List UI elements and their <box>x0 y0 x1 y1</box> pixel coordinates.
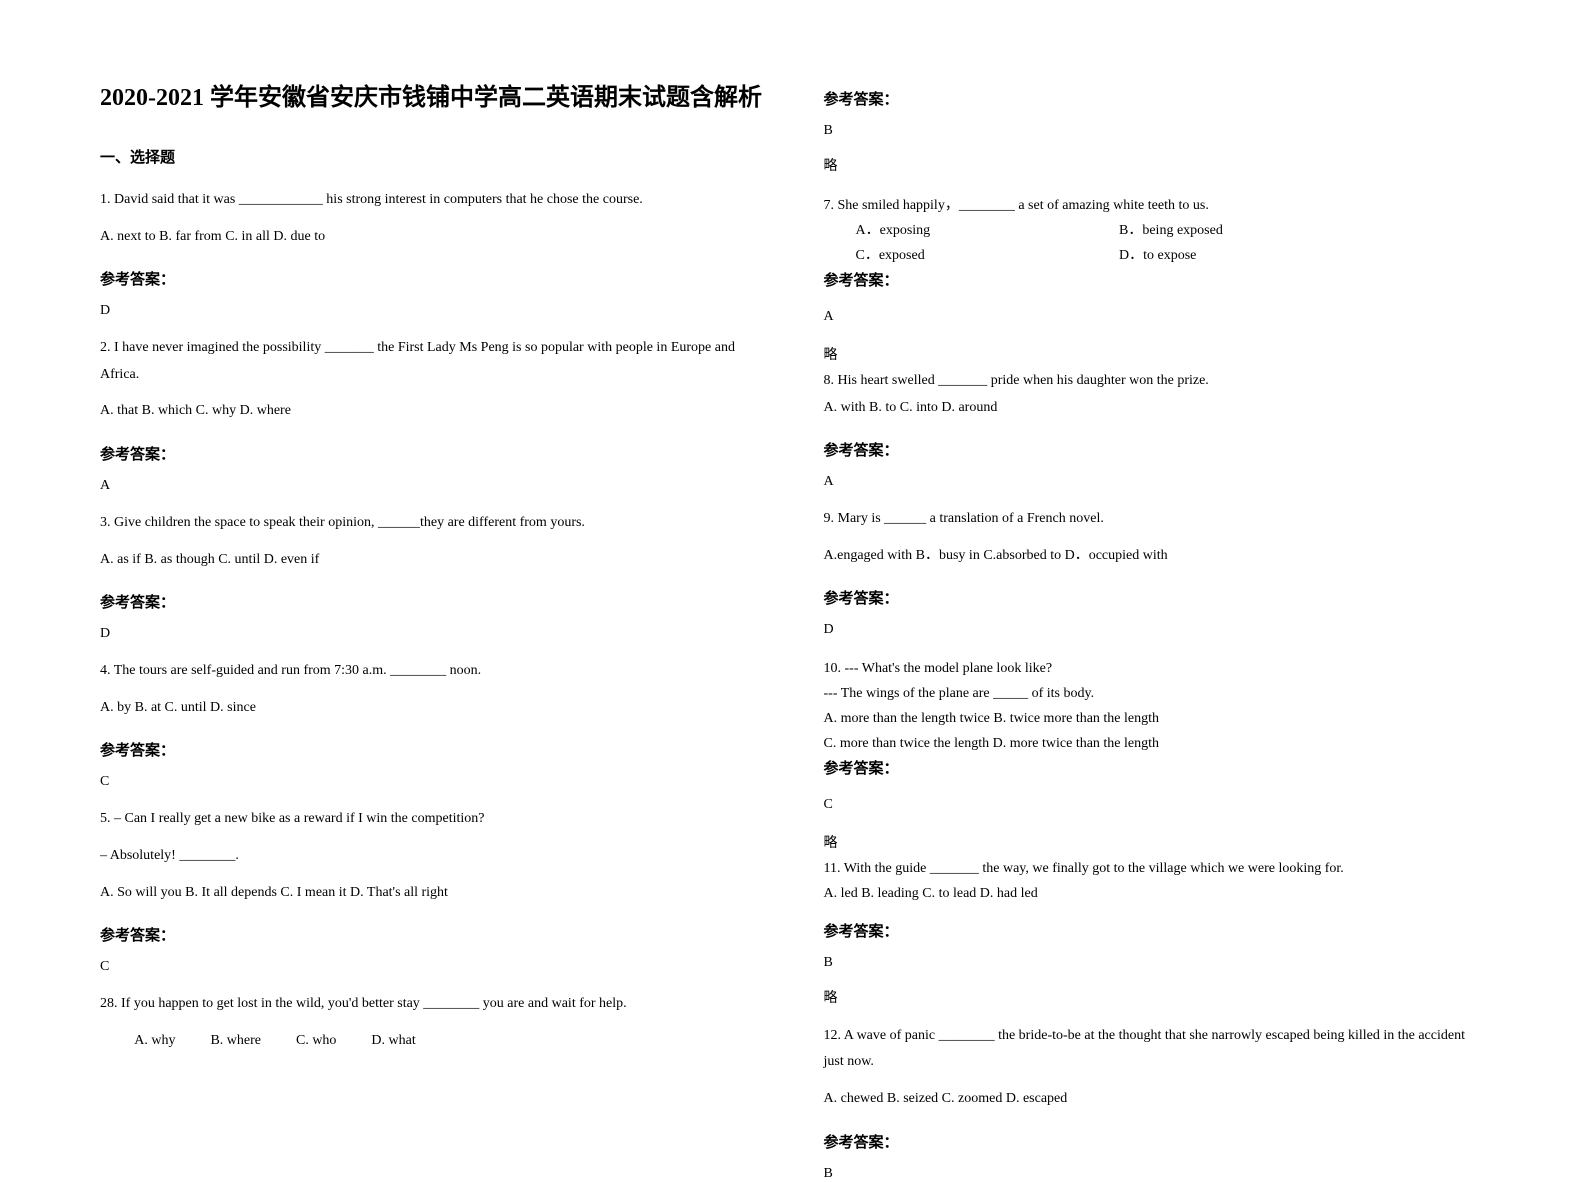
q9-answer: D <box>824 622 1488 638</box>
q7-answer-label: 参考答案： <box>824 270 1488 293</box>
right-column: 参考答案： B 略 7. She smiled happily，________… <box>824 80 1488 1082</box>
q2-answer-label: 参考答案： <box>100 443 764 464</box>
q12-answer: B <box>824 1166 1488 1182</box>
q28-text: 28. If you happen to get lost in the wil… <box>100 991 764 1018</box>
q3-answer: D <box>100 626 764 642</box>
q8-options: A. with B. to C. into D. around <box>824 395 1488 422</box>
q8-answer-label: 参考答案： <box>824 439 1488 460</box>
q4-answer-label: 参考答案： <box>100 739 764 760</box>
q2-options: A. that B. which C. why D. where <box>100 398 764 425</box>
q28-answer: B <box>824 123 1488 139</box>
left-column: 2020-2021 学年安徽省安庆市钱铺中学高二英语期末试题含解析 一、选择题 … <box>100 80 764 1082</box>
q12-options: A. chewed B. seized C. zoomed D. escaped <box>824 1086 1488 1113</box>
q7-answer: A <box>824 309 1488 325</box>
page-title: 2020-2021 学年安徽省安庆市钱铺中学高二英语期末试题含解析 <box>100 80 764 116</box>
q7-extra: 略 <box>824 345 1488 366</box>
q7-options-row2: C．exposed D．to expose <box>824 245 1488 266</box>
q28-options: A. why B. where C. who D. what <box>100 1028 764 1055</box>
q10-text1: 10. --- What's the model plane look like… <box>824 658 1488 679</box>
q4-text: 4. The tours are self-guided and run fro… <box>100 658 764 685</box>
q11-options: A. led B. leading C. to lead D. had led <box>824 883 1488 904</box>
q4-options: A. by B. at C. until D. since <box>100 695 764 722</box>
q9-options: A.engaged with B．busy in C.absorbed to D… <box>824 543 1488 570</box>
q5-text2: – Absolutely! ________. <box>100 843 764 870</box>
q3-options: A. as if B. as though C. until D. even i… <box>100 547 764 574</box>
q10-answer: C <box>824 797 1488 813</box>
q8-text: 8. His heart swelled _______ pride when … <box>824 370 1488 391</box>
q7-optC: C．exposed <box>856 245 1116 266</box>
q7-optD: D．to expose <box>1119 248 1196 263</box>
q3-answer-label: 参考答案： <box>100 591 764 612</box>
q10-text2: --- The wings of the plane are _____ of … <box>824 683 1488 704</box>
q4-answer: C <box>100 774 764 790</box>
q1-options: A. next to B. far from C. in all D. due … <box>100 224 764 251</box>
q5-options: A. So will you B. It all depends C. I me… <box>100 880 764 907</box>
q2-answer: A <box>100 478 764 494</box>
q28-extra: 略 <box>824 155 1488 175</box>
q7-options-row1: A．exposing B．being exposed <box>824 220 1488 241</box>
q11-extra: 略 <box>824 987 1488 1007</box>
q5-answer: C <box>100 959 764 975</box>
q10-extra: 略 <box>824 833 1488 854</box>
q11-answer: B <box>824 955 1488 971</box>
q9-text: 9. Mary is ______ a translation of a Fre… <box>824 506 1488 533</box>
q2-text: 2. I have never imagined the possibility… <box>100 335 764 388</box>
section-header: 一、选择题 <box>100 146 764 167</box>
q1-answer: D <box>100 303 764 319</box>
q1-answer-label: 参考答案： <box>100 268 764 289</box>
q5-answer-label: 参考答案： <box>100 924 764 945</box>
q28-answer-label: 参考答案： <box>824 88 1488 109</box>
q7-optA: A．exposing <box>856 220 1116 241</box>
q9-answer-label: 参考答案： <box>824 587 1488 608</box>
q12-answer-label: 参考答案： <box>824 1131 1488 1152</box>
q5-text1: 5. – Can I really get a new bike as a re… <box>100 806 764 833</box>
q10-answer-label: 参考答案： <box>824 758 1488 781</box>
q10-options1: A. more than the length twice B. twice m… <box>824 708 1488 729</box>
q10-options2: C. more than twice the length D. more tw… <box>824 733 1488 754</box>
q3-text: 3. Give children the space to speak thei… <box>100 510 764 537</box>
q11-text: 11. With the guide _______ the way, we f… <box>824 858 1488 879</box>
q8-answer: A <box>824 474 1488 490</box>
q7-optB: B．being exposed <box>1119 223 1223 238</box>
q7-text: 7. She smiled happily，________ a set of … <box>824 195 1488 216</box>
q11-answer-label: 参考答案： <box>824 920 1488 941</box>
q1-text: 1. David said that it was ____________ h… <box>100 187 764 214</box>
q12-text: 12. A wave of panic ________ the bride-t… <box>824 1023 1488 1076</box>
